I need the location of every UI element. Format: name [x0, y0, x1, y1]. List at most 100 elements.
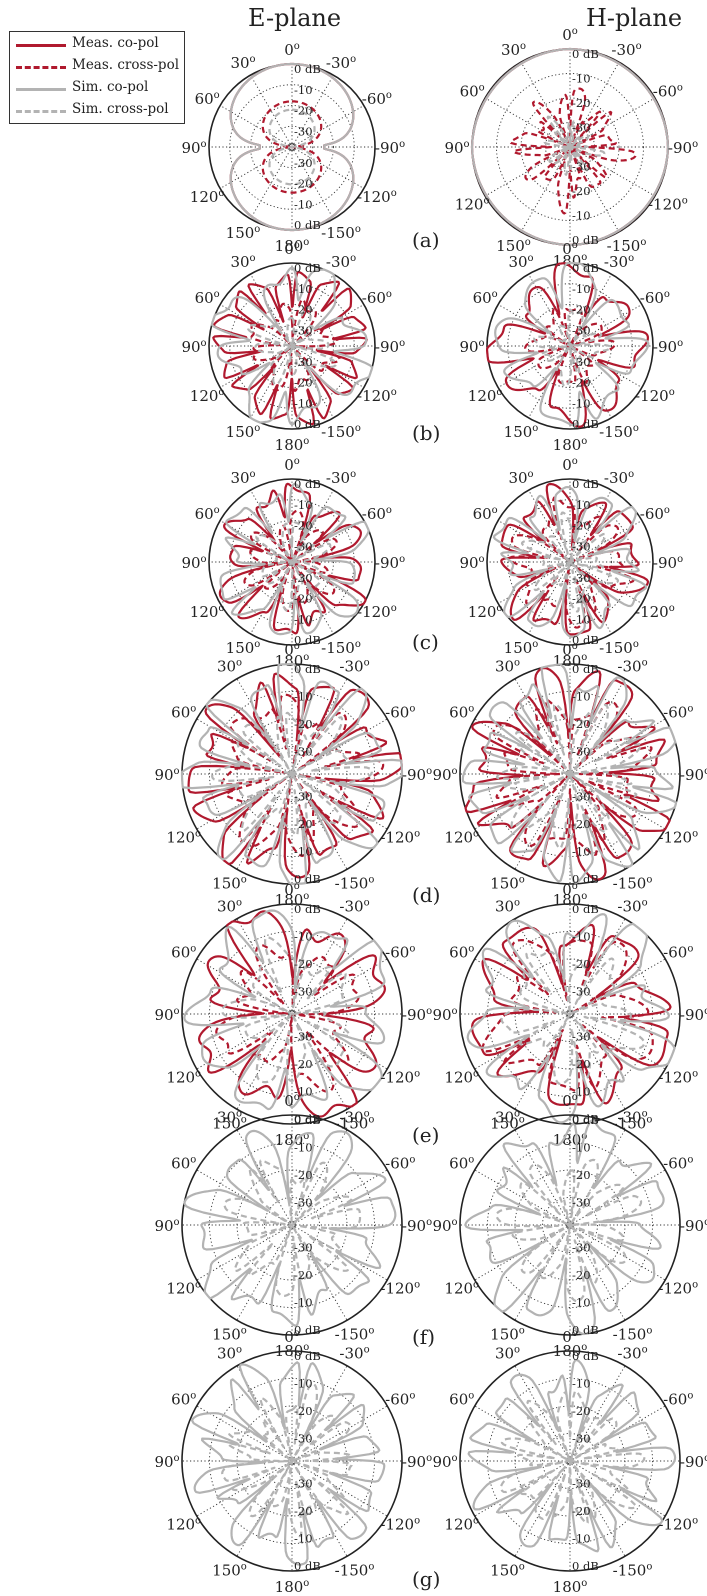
- grid-spoke: [569, 718, 666, 775]
- radial-label: 0 dB: [572, 417, 599, 431]
- radial-label: -20: [294, 1168, 313, 1182]
- angle-label: 30o: [495, 1109, 520, 1127]
- legend-item-meas-co-pol: Meas. co-pol: [14, 34, 184, 54]
- angle-label: -30o: [604, 469, 634, 487]
- grid-spoke: [514, 1224, 571, 1321]
- angle-label: 60o: [195, 505, 220, 523]
- polar-plot-a-e: 0 dB -10 -20 -30 -30 -20 -10 0 dB 0o -30o -60o -90o…: [181, 41, 405, 255]
- polar-plot-f-e: 0 dB-10-20-30-30-20-100 dB0o-30o-60o-90o…: [154, 1092, 432, 1360]
- angle-label: 120o: [190, 387, 225, 405]
- radial-label: 0 dB: [572, 633, 599, 647]
- angle-label: 90o: [432, 1217, 457, 1235]
- angle-label: -60o: [385, 704, 415, 722]
- angle-label: 150o: [490, 1114, 525, 1132]
- angle-label: 120o: [444, 1516, 479, 1534]
- angle-label: 60o: [449, 1155, 474, 1173]
- grid-spoke: [291, 958, 388, 1015]
- angle-label: -120o: [635, 387, 675, 405]
- grid-spoke: [250, 561, 293, 635]
- radial-label: -20: [572, 303, 591, 317]
- angle-label: -60o: [663, 1155, 693, 1173]
- angle-label: -120o: [658, 1069, 698, 1087]
- angle-label: -150o: [613, 1561, 653, 1579]
- angle-label: 90o: [181, 554, 206, 572]
- radial-label: -20: [294, 519, 313, 533]
- radial-label: -20: [572, 376, 591, 390]
- angle-label: 60o: [171, 1155, 196, 1173]
- radial-label: -30: [294, 1477, 313, 1491]
- grid-spoke: [236, 1013, 293, 1110]
- subfigure-label-a: (a): [412, 228, 440, 252]
- legend-swatch-meas-co-pol: [16, 44, 66, 47]
- angle-label: 150o: [490, 874, 525, 892]
- angle-label: -90o: [402, 766, 432, 784]
- angle-label: 0o: [562, 456, 578, 474]
- angle-label: 0o: [562, 1328, 578, 1346]
- series-sim-co-pol: [461, 663, 678, 885]
- outer-ring: [208, 262, 376, 430]
- angle-label: 120o: [166, 1069, 201, 1087]
- angle-label: 0o: [284, 240, 300, 258]
- radial-label: -30: [294, 571, 313, 585]
- grid-spoke: [236, 918, 293, 1015]
- angle-label: 150o: [504, 639, 539, 657]
- grid-spoke: [291, 74, 334, 148]
- series-meas-co-pol: [187, 672, 403, 879]
- series-meas-cross-pol: [250, 298, 341, 392]
- radial-label: -30: [294, 124, 313, 138]
- series-sim-co-pol: [180, 662, 404, 886]
- angle-label: -90o: [375, 554, 405, 572]
- outer-ring: [459, 1350, 681, 1572]
- legend-item-sim-cross-pol: Sim. cross-pol: [14, 100, 184, 120]
- grid-spoke: [219, 561, 293, 604]
- angle-label: 90o: [154, 1217, 179, 1235]
- grid-spoke: [528, 273, 571, 347]
- radial-label: 0 dB: [294, 417, 321, 431]
- series-meas-cross-pol: [508, 496, 635, 629]
- angle-label: 30o: [230, 253, 255, 271]
- angle-label: 120o: [444, 1069, 479, 1087]
- legend-label: Meas. co-pol: [72, 35, 159, 51]
- radial-label: -10: [572, 930, 591, 944]
- grid-spoke: [474, 1169, 571, 1226]
- radial-label: -10: [294, 1085, 313, 1099]
- grid-spoke: [196, 1013, 293, 1070]
- radial-label: -30: [572, 539, 591, 553]
- angle-label: 0o: [284, 1092, 300, 1110]
- angle-label: -120o: [357, 387, 397, 405]
- series-meas-cross-pol: [261, 100, 323, 194]
- angle-label: -120o: [357, 603, 397, 621]
- angle-label: 150o: [226, 423, 261, 441]
- angle-label: 90o: [459, 554, 484, 572]
- angle-label: -120o: [380, 1516, 420, 1534]
- angle-label: 150o: [226, 224, 261, 242]
- radial-label: -20: [294, 717, 313, 731]
- series-meas-cross-pol: [492, 698, 653, 856]
- radial-label: 0 dB: [294, 218, 321, 232]
- grid-spoke: [291, 1013, 348, 1110]
- radial-label: -30: [294, 790, 313, 804]
- series-meas-cross-pol: [481, 939, 654, 1092]
- grid-spoke: [250, 146, 293, 220]
- grid-circle: [548, 540, 592, 584]
- angle-label: 30o: [495, 1345, 520, 1363]
- angle-label: 120o: [444, 1280, 479, 1298]
- grid-circle: [542, 986, 598, 1042]
- grid-spoke: [219, 105, 293, 148]
- angle-label: 90o: [459, 338, 484, 356]
- angle-label: -150o: [613, 1325, 653, 1343]
- outer-ring: [181, 1114, 403, 1336]
- angle-label: 90o: [154, 1006, 179, 1024]
- angle-label: 90o: [432, 1453, 457, 1471]
- series-sim-co-pol: [467, 1359, 677, 1553]
- radial-label: -20: [294, 1404, 313, 1418]
- grid-spoke: [569, 678, 626, 775]
- angle-label: 180o: [275, 1131, 310, 1149]
- angle-label: -90o: [402, 1453, 432, 1471]
- angle-label: 30o: [501, 41, 526, 59]
- radial-label: -30: [572, 1030, 591, 1044]
- angle-label: -60o: [362, 505, 392, 523]
- h-plane-title: H-plane: [586, 4, 683, 32]
- radial-label: -10: [294, 83, 313, 97]
